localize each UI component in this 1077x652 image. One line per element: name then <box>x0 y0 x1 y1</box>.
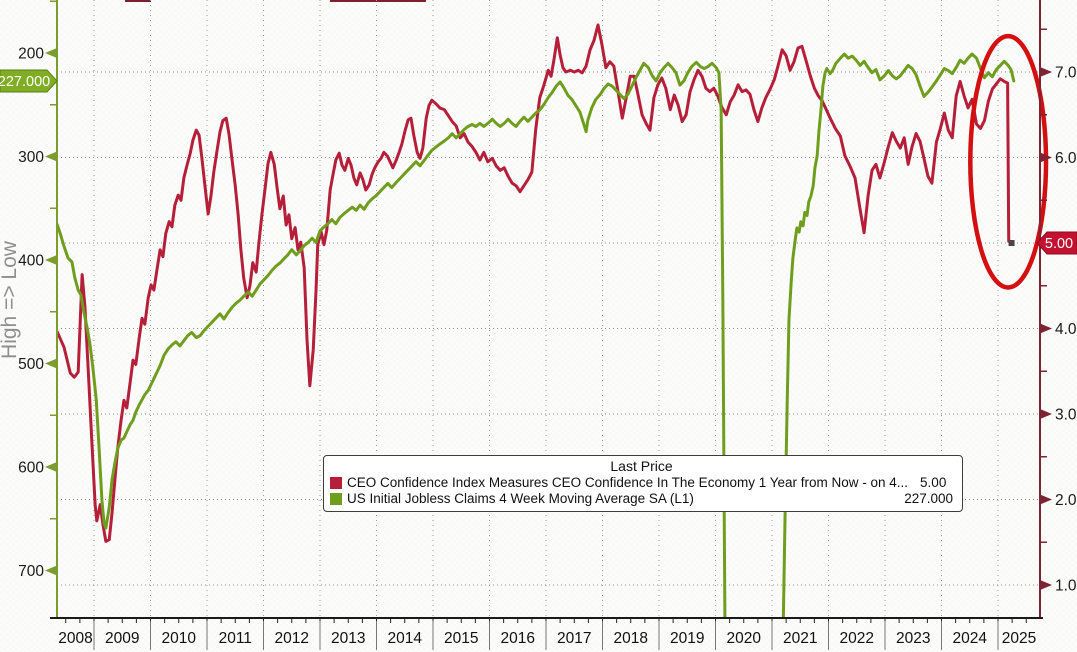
left-axis-tick-label: 200 <box>18 45 44 62</box>
legend-row-ceo-confidence: CEO Confidence Index Measures CEO Confid… <box>330 475 953 491</box>
ceo-confidence-endpoint-marker <box>1008 240 1015 246</box>
x-axis-year-label: 2025 <box>1002 630 1036 647</box>
x-axis-year-label: 2016 <box>501 630 535 647</box>
right-axis-tick-label: 3.00 <box>1055 406 1077 423</box>
ceo-confidence-badge-text: 5.00 <box>1045 236 1073 252</box>
right-axis-tick-arrow-icon <box>1040 580 1052 590</box>
left-axis-tick-arrow-icon <box>45 151 57 162</box>
left-axis-tick-arrow-icon <box>45 565 57 576</box>
x-axis-year-label: 2021 <box>783 630 817 647</box>
legend-box: Last Price CEO Confidence Index Measures… <box>323 455 963 512</box>
right-axis-tick-label: 1.00 <box>1055 577 1077 594</box>
left-axis-tick-label: 700 <box>18 563 44 580</box>
x-axis-year-label: 2015 <box>444 630 478 647</box>
x-axis-year-label: 2020 <box>727 630 762 647</box>
left-axis-tick-arrow-icon <box>45 358 57 369</box>
top-crop-artifact <box>330 0 426 2</box>
ceo-confidence-color-chip-icon <box>330 477 342 489</box>
jobless-claims-last-value-badge <box>0 69 58 93</box>
right-axis-tick-arrow-icon <box>1040 323 1052 334</box>
x-axis-year-label: 2023 <box>896 630 930 647</box>
legend-label-jobless-claims: US Initial Jobless Claims 4 Week Moving … <box>347 491 694 506</box>
left-axis-tick-arrow-icon <box>45 462 57 472</box>
x-axis-year-label: 2019 <box>670 630 704 647</box>
x-axis-year-label: 2013 <box>331 630 365 647</box>
x-axis-year-label: 2017 <box>557 630 591 647</box>
legend-value-ceo-confidence: 5.00 <box>920 475 947 490</box>
jobless-claims-color-chip-icon <box>330 493 342 505</box>
x-axis-year-label: 2008 <box>58 630 92 647</box>
right-axis-tick-label: 6.00 <box>1055 150 1077 167</box>
x-axis-year-label: 2022 <box>840 630 874 647</box>
ceo-confidence-line <box>57 23 1014 543</box>
right-axis-tick-label: 2.00 <box>1055 492 1077 509</box>
x-axis-year-label: 2014 <box>388 630 423 647</box>
left-axis-tick-label: 600 <box>18 459 44 476</box>
right-axis-tick-arrow-icon <box>1040 152 1052 163</box>
x-axis-year-label: 2011 <box>219 630 252 647</box>
ceo-confidence-last-value-badge <box>1036 231 1077 255</box>
x-axis-year-label: 2024 <box>953 630 988 647</box>
x-axis-year-label: 2012 <box>275 630 309 647</box>
highlight-ellipse-annotation <box>968 33 1049 290</box>
right-axis-tick-arrow-icon <box>1040 67 1052 77</box>
left-axis-title: High => Low <box>0 240 21 359</box>
left-axis-tick-label: 300 <box>18 149 44 166</box>
legend-value-jobless-claims: 227.000 <box>904 491 953 506</box>
right-axis-tick-arrow-icon <box>1040 409 1052 419</box>
legend-title: Last Price <box>610 458 673 474</box>
x-axis-year-label: 2009 <box>105 630 139 647</box>
left-axis-tick-label: 500 <box>18 356 44 373</box>
jobless-claims-badge-text: 227.000 <box>0 74 50 90</box>
x-axis-year-label: 2018 <box>614 630 648 647</box>
right-axis-tick-arrow-icon <box>1040 494 1052 505</box>
left-axis-tick-label: 400 <box>18 252 44 269</box>
right-axis-tick-label: 4.00 <box>1055 321 1077 338</box>
x-axis-year-label: 2010 <box>162 630 197 647</box>
jobless-claims-line <box>57 52 1016 618</box>
right-axis-tick-label: 7.00 <box>1055 64 1077 81</box>
legend-row-jobless-claims: US Initial Jobless Claims 4 Week Moving … <box>330 491 953 507</box>
left-axis-tick-arrow-icon <box>45 48 57 58</box>
left-axis-tick-arrow-icon <box>45 255 57 265</box>
legend-label-ceo-confidence: CEO Confidence Index Measures CEO Confid… <box>347 475 909 490</box>
top-crop-artifact <box>125 0 151 2</box>
